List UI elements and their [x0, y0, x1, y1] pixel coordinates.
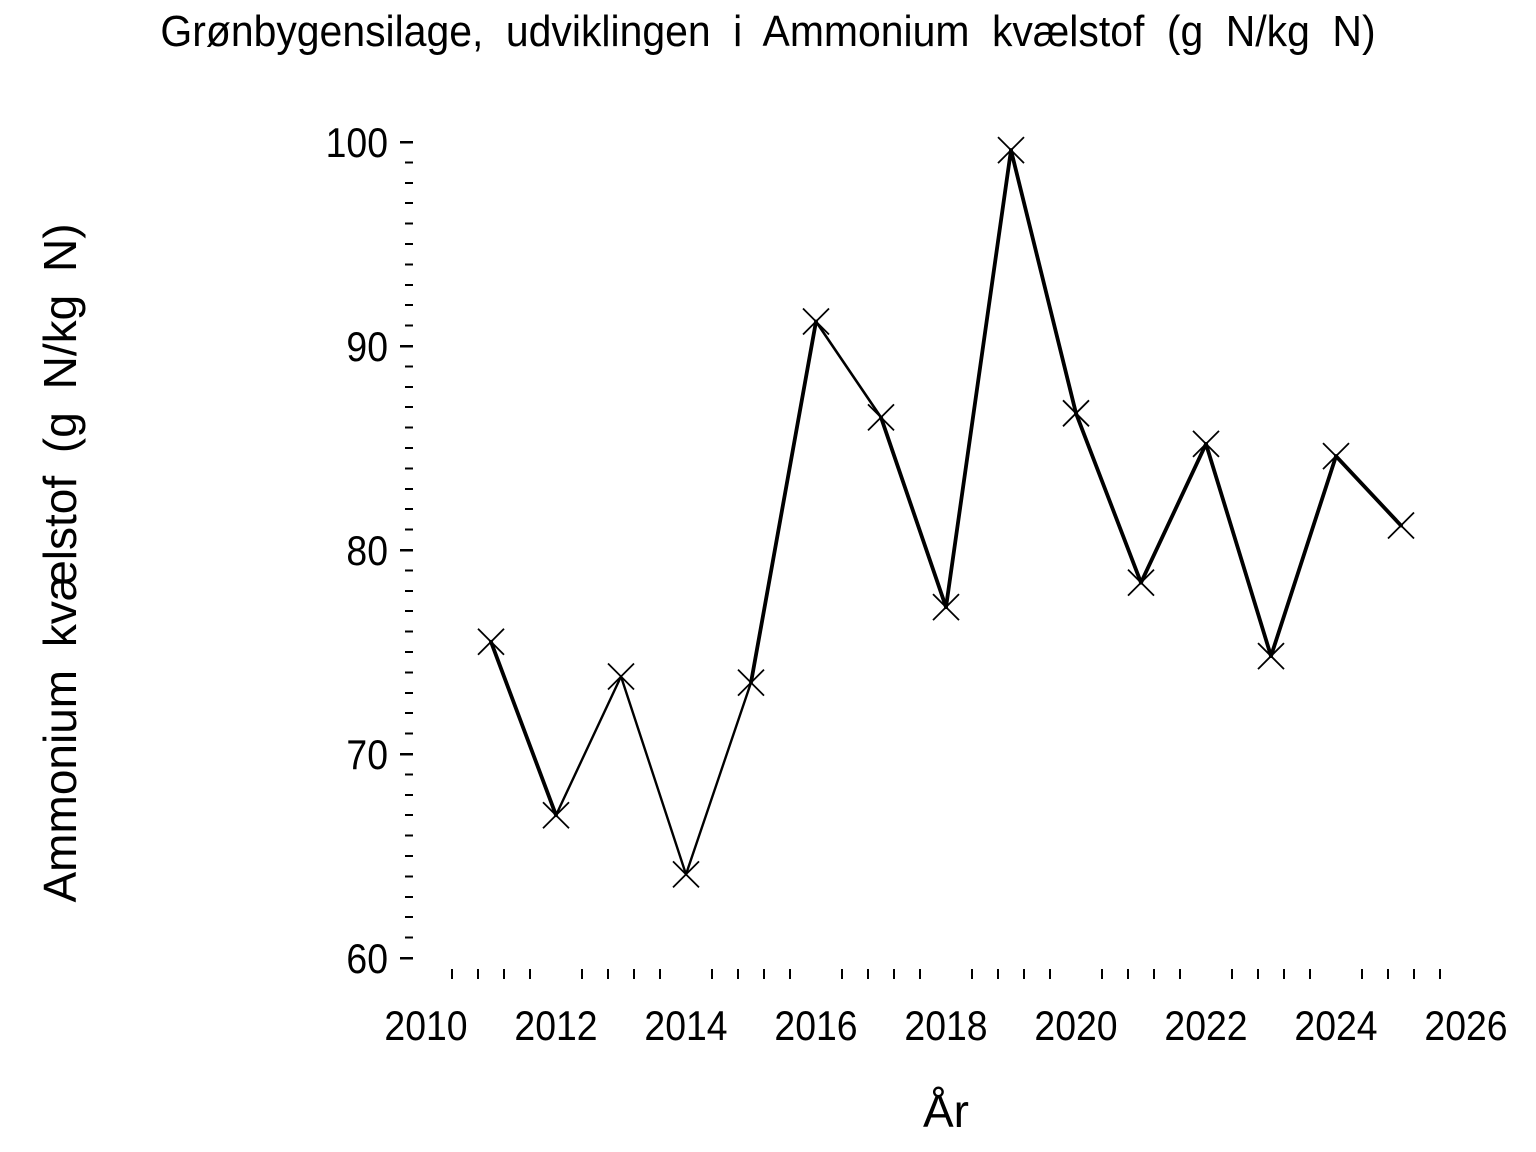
x-tick-label-group: 2026 [1424, 1003, 1507, 1049]
marker-stroke [932, 593, 960, 621]
data-point-marker [1062, 399, 1090, 427]
marker-stroke [1257, 642, 1285, 670]
data-point-marker [1192, 430, 1220, 458]
data-point-marker [1127, 569, 1155, 597]
data-line-segment [554, 675, 623, 817]
y-tick-label-group: 60 [346, 936, 388, 982]
marker-stroke [1322, 442, 1350, 470]
data-line-segment [619, 675, 688, 876]
data-point-marker [932, 593, 960, 621]
data-point-marker [997, 136, 1025, 164]
marker-stroke [997, 136, 1025, 164]
data-line-segment [879, 415, 948, 610]
x-tick-label-group: 2016 [774, 1003, 857, 1049]
data-point-marker [737, 668, 765, 697]
x-tick-label: 2020 [1034, 1003, 1117, 1049]
x-axis-title: År [923, 1085, 969, 1137]
marker-stroke [1387, 511, 1415, 540]
y-axis-title: Ammonium kvælstof (g N/kg N) [34, 223, 86, 902]
data-line-segment [684, 681, 753, 876]
marker-stroke [672, 860, 700, 888]
marker-stroke [737, 668, 765, 697]
x-tick-label: 2012 [514, 1003, 597, 1049]
data-point-marker [477, 628, 505, 656]
x-tick-label: 2022 [1164, 1003, 1247, 1049]
marker-stroke [607, 662, 635, 691]
data-point-marker [1387, 511, 1415, 540]
chart-title: Grønbygensilage, udviklingen i Ammonium … [160, 7, 1376, 56]
marker-stroke [1192, 430, 1220, 458]
marker-stroke [802, 307, 830, 336]
x-tick-label: 2018 [904, 1003, 987, 1049]
y-tick-label-group: 90 [346, 324, 388, 370]
x-tick-label-group: 2012 [514, 1003, 597, 1049]
marker-stroke [1127, 569, 1155, 597]
y-tick-label-group: 70 [346, 732, 388, 778]
x-tick-label-group: 2018 [904, 1003, 987, 1049]
data-line-segment [1139, 442, 1208, 585]
marker-stroke [1062, 399, 1090, 427]
y-tick-label: 70 [346, 732, 388, 778]
data-point-marker [867, 403, 895, 432]
data-point-marker [1257, 642, 1285, 670]
y-tick-label: 60 [346, 936, 388, 982]
x-tick-label-group: 2022 [1164, 1003, 1247, 1049]
x-tick-label: 2010 [384, 1003, 467, 1049]
x-tick-label: 2026 [1424, 1003, 1507, 1049]
data-line-segment [1204, 442, 1273, 658]
data-line-segment [944, 148, 1013, 610]
y-tick-label: 90 [346, 324, 388, 370]
x-tick-label: 2016 [774, 1003, 857, 1049]
marker-stroke [542, 801, 570, 829]
data-line-segment [1269, 454, 1338, 658]
data-line-segment [1009, 148, 1078, 416]
data-point-marker [672, 860, 700, 888]
data-point-marker [542, 801, 570, 829]
marker-stroke [867, 403, 895, 432]
x-tick-label-group: 2010 [384, 1003, 467, 1049]
y-axis-title-group: Ammonium kvælstof (g N/kg N) [34, 223, 86, 902]
y-tick-label-group: 100 [326, 120, 388, 166]
x-tick-label: 2014 [644, 1003, 727, 1049]
x-tick-label-group: 2024 [1294, 1003, 1377, 1049]
data-line-segment [749, 319, 818, 685]
y-tick-label: 80 [346, 528, 388, 574]
x-tick-label: 2024 [1294, 1003, 1377, 1049]
data-line-segment [489, 639, 558, 818]
data-line-segment [1074, 411, 1143, 585]
data-point-marker [607, 662, 635, 691]
data-point-marker [802, 307, 830, 336]
marker-stroke [477, 628, 505, 656]
y-tick-label-group: 80 [346, 528, 388, 574]
data-point-marker [1322, 442, 1350, 470]
x-tick-label-group: 2014 [644, 1003, 727, 1049]
y-tick-label: 100 [326, 120, 388, 166]
data-line-segment [814, 320, 883, 419]
x-tick-label-group: 2020 [1034, 1003, 1117, 1049]
